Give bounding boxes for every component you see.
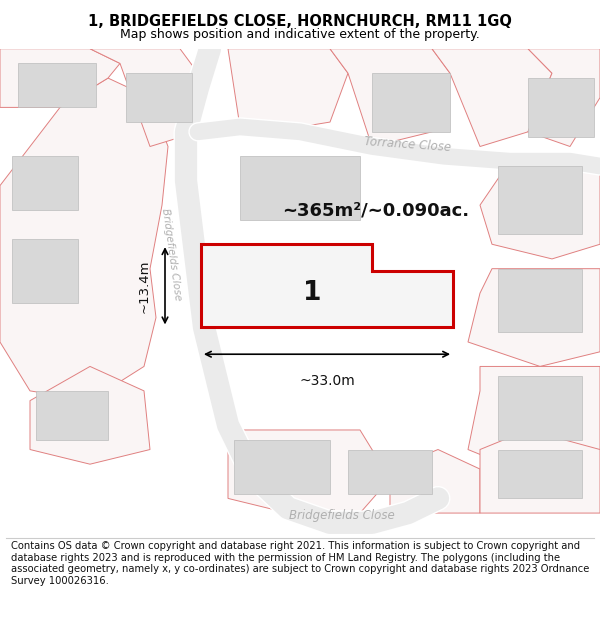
Polygon shape: [240, 156, 360, 220]
Polygon shape: [372, 73, 450, 132]
Polygon shape: [528, 78, 594, 137]
Polygon shape: [480, 161, 600, 259]
Text: ~33.0m: ~33.0m: [299, 374, 355, 388]
Polygon shape: [498, 166, 582, 234]
Text: ~365m²/~0.090ac.: ~365m²/~0.090ac.: [282, 201, 469, 219]
Text: ~13.4m: ~13.4m: [137, 259, 151, 312]
Polygon shape: [228, 49, 348, 132]
Polygon shape: [18, 63, 96, 108]
Polygon shape: [432, 49, 552, 146]
Polygon shape: [390, 449, 480, 513]
Polygon shape: [30, 366, 150, 464]
Text: Map shows position and indicative extent of the property.: Map shows position and indicative extent…: [120, 28, 480, 41]
Polygon shape: [0, 78, 168, 401]
Polygon shape: [234, 440, 330, 494]
Text: Bridgefields Close: Bridgefields Close: [289, 509, 395, 522]
Polygon shape: [348, 449, 432, 494]
Polygon shape: [480, 430, 600, 513]
Polygon shape: [90, 49, 198, 146]
Polygon shape: [330, 49, 450, 146]
Text: Torrance Close: Torrance Close: [364, 134, 452, 154]
Text: 1: 1: [303, 280, 321, 306]
Polygon shape: [0, 49, 120, 108]
Text: 1, BRIDGEFIELDS CLOSE, HORNCHURCH, RM11 1GQ: 1, BRIDGEFIELDS CLOSE, HORNCHURCH, RM11 …: [88, 14, 512, 29]
Polygon shape: [498, 376, 582, 440]
Text: Contains OS data © Crown copyright and database right 2021. This information is : Contains OS data © Crown copyright and d…: [11, 541, 589, 586]
Polygon shape: [498, 269, 582, 332]
Polygon shape: [36, 391, 108, 440]
Polygon shape: [528, 49, 600, 146]
Polygon shape: [201, 244, 453, 328]
Text: Bridgefields Close: Bridgefields Close: [160, 208, 182, 301]
Polygon shape: [126, 73, 192, 122]
Polygon shape: [12, 156, 78, 210]
Polygon shape: [468, 366, 600, 479]
Polygon shape: [498, 449, 582, 498]
Polygon shape: [228, 430, 390, 513]
Polygon shape: [12, 239, 78, 303]
Polygon shape: [468, 269, 600, 366]
